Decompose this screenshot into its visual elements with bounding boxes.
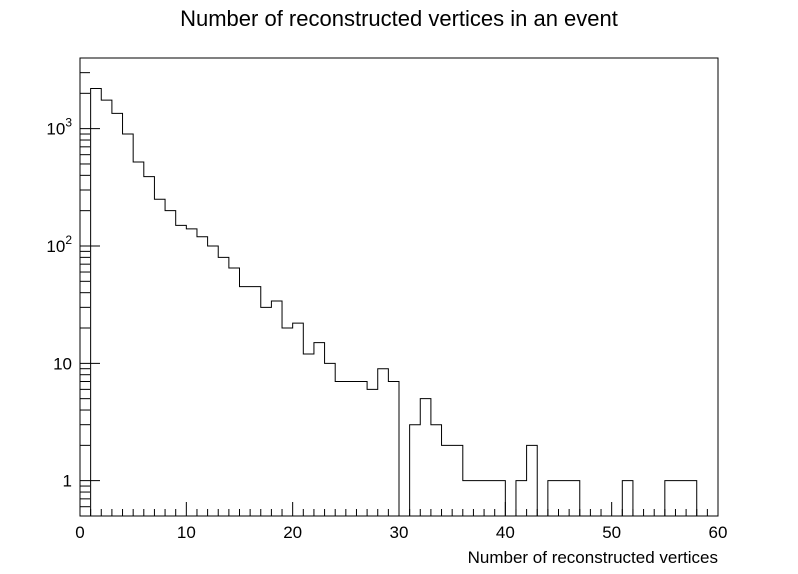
- histogram-marks: [90, 87, 698, 516]
- y-tick-label: 103: [46, 116, 72, 139]
- y-tick-label: 102: [46, 233, 72, 256]
- y-axis-ticks: 1 10 102 103: [46, 57, 100, 517]
- x-axis-label: Number of reconstructed vertices: [468, 548, 718, 567]
- x-tick-label: 0: [75, 523, 84, 542]
- y-tick-label: 10: [53, 354, 72, 373]
- x-tick-label: 50: [602, 523, 621, 542]
- x-tick-label: 40: [496, 523, 515, 542]
- chart-title: Number of reconstructed vertices in an e…: [180, 6, 618, 31]
- x-tick-label: 10: [177, 523, 196, 542]
- x-tick-label: 20: [283, 523, 302, 542]
- y-tick-label: 1: [63, 472, 72, 491]
- x-tick-label: 30: [390, 523, 409, 542]
- x-tick-label: 60: [709, 523, 728, 542]
- histogram-line: [90, 87, 698, 516]
- x-axis-ticks: 0 10 20 30 40 50 60: [75, 502, 727, 542]
